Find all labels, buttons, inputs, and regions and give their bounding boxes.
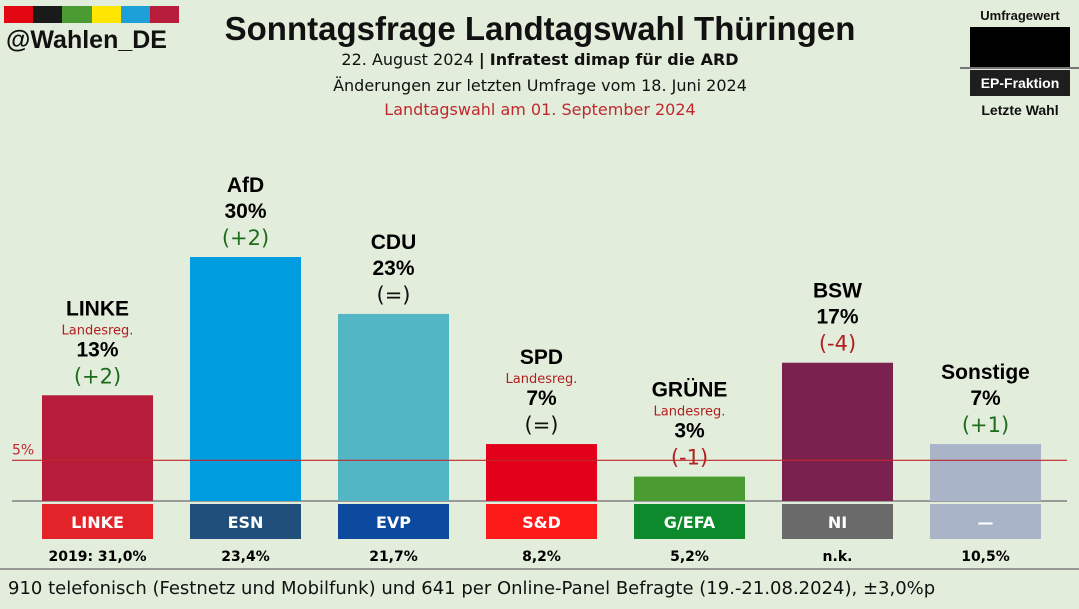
threshold-label: 5%: [12, 442, 34, 458]
faction-box: [486, 504, 597, 539]
faction-label: —: [978, 513, 994, 532]
legend-divider: [960, 67, 1079, 69]
faction-label: S&D: [522, 513, 561, 532]
party-label: GRÜNE: [652, 379, 728, 402]
faction-box: [190, 504, 301, 539]
election-note: Landtagswahl am 01. September 2024: [384, 100, 696, 119]
footer-divider: [0, 568, 1079, 609]
last-election-value: 2019: 31,0%: [48, 549, 146, 565]
change-label: (=): [525, 413, 559, 437]
account-handle: @Wahlen_DE: [6, 26, 167, 54]
brand-color-segment: [149, 6, 180, 23]
brand-color-segment: [62, 6, 92, 23]
last-election-value: n.k.: [823, 549, 853, 565]
change-label: (-4): [819, 332, 856, 356]
faction-box: [930, 504, 1041, 539]
bar-linke: [42, 395, 153, 501]
last-election-value: 8,2%: [522, 549, 561, 565]
faction-label: NI: [828, 513, 847, 532]
bar-cdu: [338, 313, 449, 501]
party-label: CDU: [371, 231, 417, 254]
brand-color-segment: [91, 6, 121, 23]
subtitle-date-line: 22. August 2024 | Infratest dimap für di…: [180, 50, 900, 69]
government-label: Landesreg.: [654, 405, 726, 420]
value-label: 7%: [526, 387, 557, 410]
change-label: (+1): [962, 413, 1009, 437]
party-label: BSW: [813, 280, 862, 303]
faction-label: LINKE: [71, 513, 124, 532]
faction-box: [338, 504, 449, 539]
value-label: 30%: [224, 200, 266, 223]
value-label: 17%: [816, 306, 858, 329]
government-label: Landesreg.: [62, 323, 134, 338]
chart-title: Sonntagsfrage Landtagswahl Thüringen: [224, 10, 856, 47]
last-election-value: 23,4%: [221, 549, 270, 565]
bar-afd: [190, 257, 301, 501]
brand-color-segment: [4, 6, 34, 23]
bar-grüne: [634, 476, 745, 501]
bar-spd: [486, 444, 597, 501]
legend-last-election-label: Letzte Wahl: [981, 102, 1059, 118]
party-label: AfD: [227, 174, 264, 197]
footer-methodology: 910 telefonisch (Festnetz und Mobilfunk)…: [8, 578, 936, 599]
poll-date: 22. August 2024: [341, 50, 474, 69]
changes-note: Änderungen zur letzten Umfrage vom 18. J…: [333, 76, 747, 95]
separator: |: [478, 50, 485, 69]
legend-value-swatch: [970, 27, 1070, 67]
last-election-value: 5,2%: [670, 549, 709, 565]
party-label: SPD: [520, 346, 563, 369]
poll-institute: Infratest dimap für die ARD: [489, 50, 739, 69]
brand-color-segment: [33, 6, 63, 23]
value-label: 23%: [372, 257, 414, 280]
faction-box: [634, 504, 745, 539]
legend-value-label: Umfragewert: [980, 8, 1060, 23]
change-label: (=): [377, 283, 411, 307]
change-label: (+2): [222, 226, 269, 250]
value-label: 3%: [674, 420, 705, 443]
faction-label: EVP: [376, 513, 411, 532]
faction-box: [42, 504, 153, 539]
faction-box: [782, 504, 893, 539]
government-label: Landesreg.: [506, 372, 578, 387]
last-election-value: 10,5%: [961, 549, 1010, 565]
bar-sonstige: [930, 444, 1041, 501]
faction-label: ESN: [228, 513, 264, 532]
value-label: 7%: [970, 387, 1001, 410]
brand-color-segment: [120, 6, 150, 23]
brand-color-strip: [4, 6, 180, 23]
party-label: LINKE: [66, 297, 129, 320]
value-label: 13%: [76, 338, 118, 361]
bar-bsw: [782, 362, 893, 501]
faction-label: G/EFA: [664, 513, 716, 532]
party-label: Sonstige: [941, 361, 1030, 384]
legend-faction-label: EP-Fraktion: [970, 70, 1070, 96]
last-election-value: 21,7%: [369, 549, 418, 565]
change-label: (+2): [74, 364, 121, 388]
change-label: (-1): [671, 446, 708, 470]
